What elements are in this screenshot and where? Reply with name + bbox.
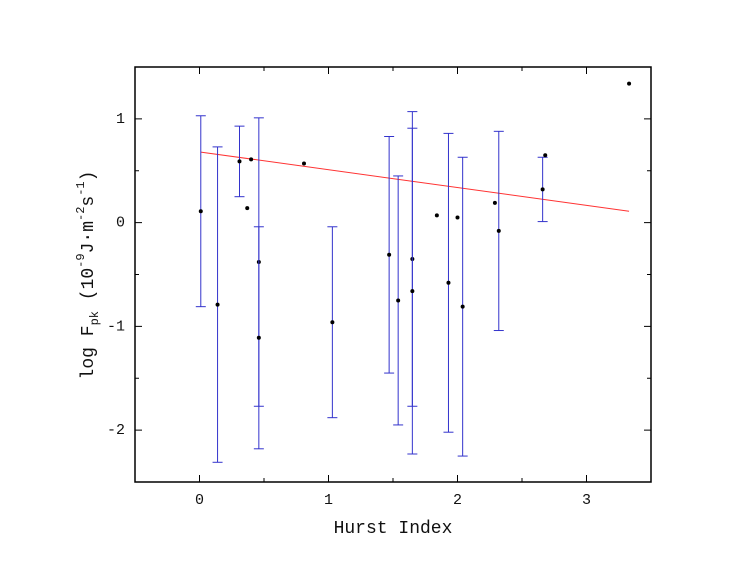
point [215,302,220,307]
y-tick-label: -2 [107,422,125,439]
point [410,289,415,294]
point [627,81,632,86]
point [540,187,545,192]
point [496,228,501,233]
y-axis-label-part: J·m [79,221,99,253]
point [256,335,261,340]
y-axis-label-part: -2 [74,207,88,221]
plot-frame [134,66,652,483]
x-tick-label: 0 [195,492,204,509]
point [396,298,401,303]
x-tick-label: 3 [582,492,591,509]
y-axis-label-part: log F [79,325,99,379]
y-tick-label: 1 [116,111,125,128]
point [492,200,497,205]
point [198,209,203,214]
y-axis-label-part: -9 [74,253,88,267]
point [446,280,451,285]
y-axis-label: log Fpk (10-9J·m-2s-1) [74,171,102,380]
point [387,252,392,257]
point [237,159,242,164]
x-tick-label: 1 [324,492,333,509]
point [301,161,306,166]
fit-line [200,151,630,212]
point [330,320,335,325]
point [434,213,439,218]
x-axis-label: Hurst Index [334,519,453,539]
point [249,157,254,162]
y-axis-label-part: -1 [74,181,88,195]
point [543,153,548,158]
x-tick-label: 2 [453,492,462,509]
y-tick-label: 0 [116,215,125,232]
y-axis-label-part: pk [88,311,102,325]
point [460,304,465,309]
point [245,206,250,211]
point [455,215,460,220]
y-tick-label: -1 [107,318,125,335]
y-axis-label-part: ) [79,171,99,182]
y-axis-label-part: s [79,196,99,207]
y-axis-label-part: (10 [79,268,99,311]
